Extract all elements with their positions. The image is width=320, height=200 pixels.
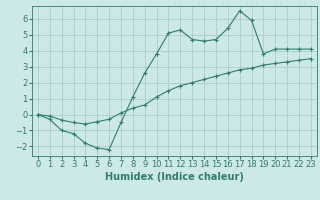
- X-axis label: Humidex (Indice chaleur): Humidex (Indice chaleur): [105, 172, 244, 182]
